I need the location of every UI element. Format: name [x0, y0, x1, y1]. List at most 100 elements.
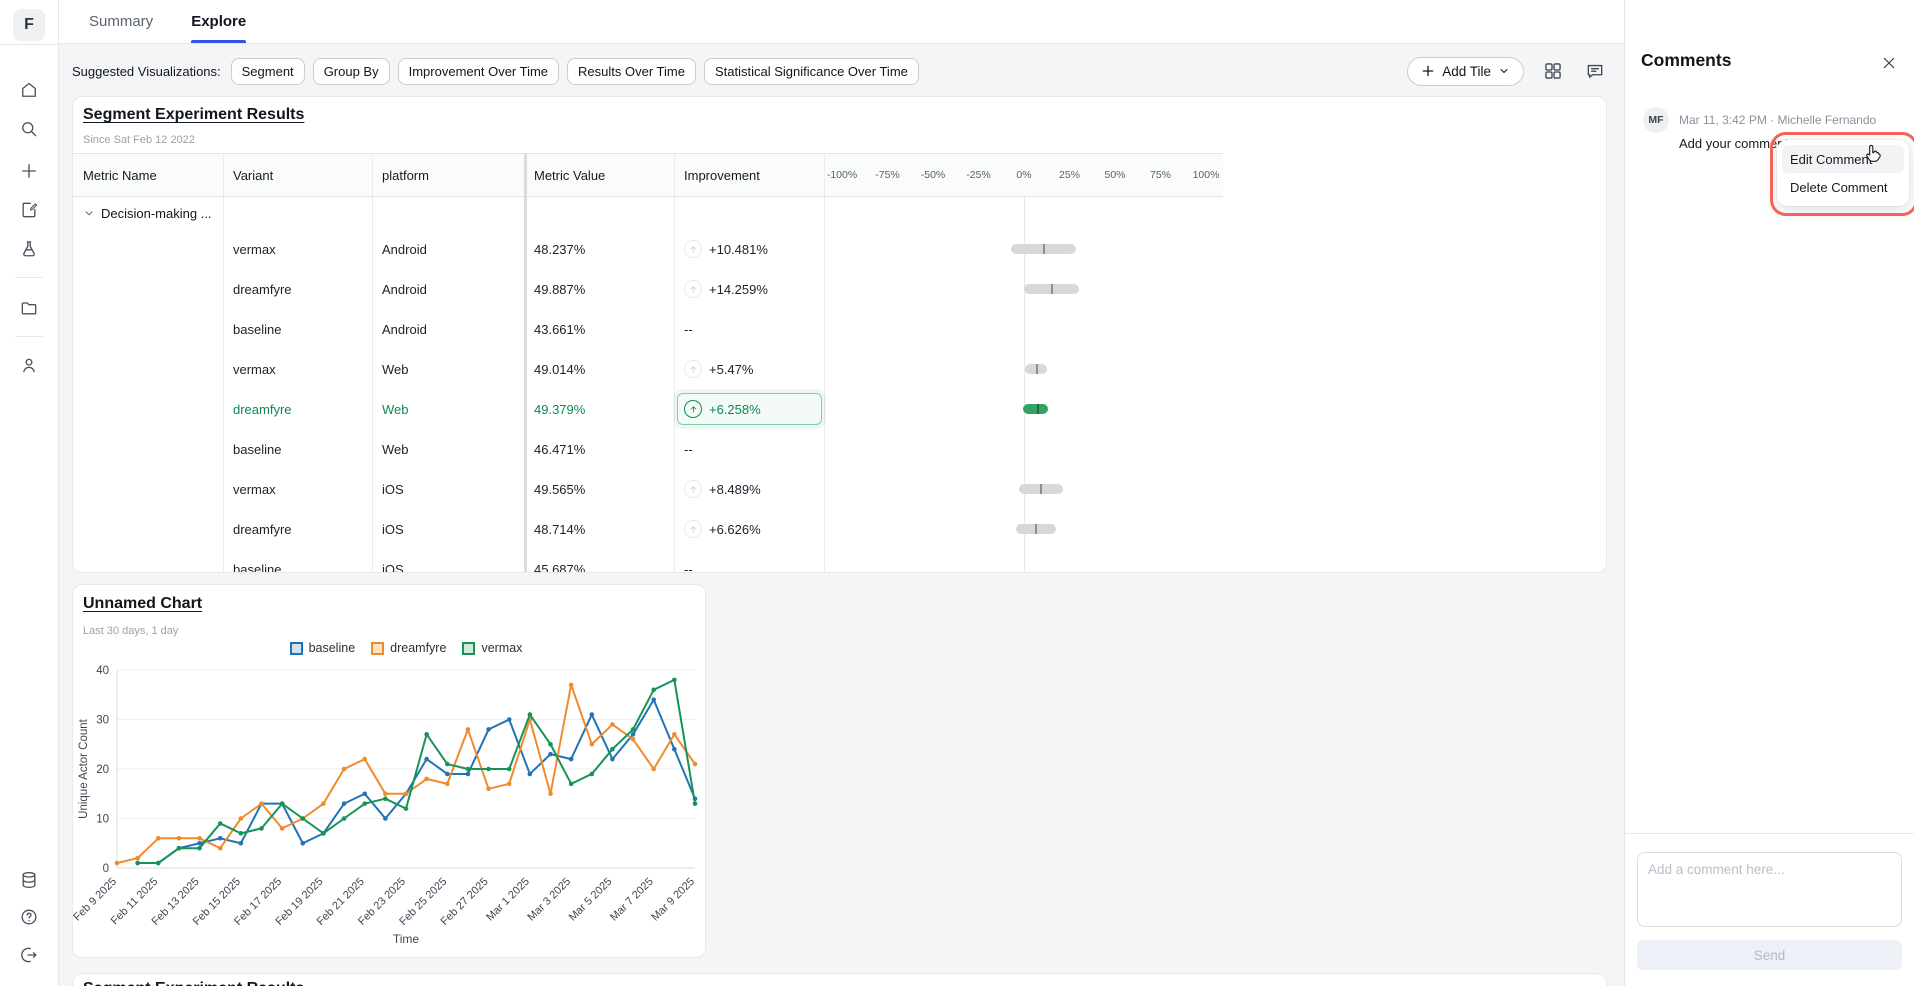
- column-header-variant[interactable]: Variant: [233, 153, 273, 197]
- table-row[interactable]: baselineiOS45.687%--: [73, 549, 1607, 573]
- data-point[interactable]: [156, 861, 161, 866]
- data-point[interactable]: [197, 846, 202, 851]
- table-row[interactable]: baselineAndroid43.661%--: [73, 309, 1607, 349]
- table-row[interactable]: vermaxAndroid48.237%+10.481%: [73, 229, 1607, 269]
- data-point[interactable]: [507, 782, 512, 787]
- menu-item-edit-comment[interactable]: Edit Comment: [1782, 145, 1904, 173]
- tab-summary[interactable]: Summary: [89, 0, 153, 43]
- data-point[interactable]: [239, 831, 244, 836]
- confidence-interval-bar[interactable]: [1011, 244, 1076, 254]
- table-row[interactable]: vermaxiOS49.565%+8.489%: [73, 469, 1607, 509]
- data-point[interactable]: [321, 831, 326, 836]
- sidebar-help-icon[interactable]: [11, 899, 47, 935]
- data-point[interactable]: [300, 816, 305, 821]
- close-comments-button[interactable]: [1878, 52, 1900, 74]
- data-point[interactable]: [651, 688, 656, 693]
- tile-title[interactable]: Segment Experiment Results: [83, 106, 304, 124]
- data-point[interactable]: [631, 737, 636, 742]
- data-point[interactable]: [466, 767, 471, 772]
- confidence-interval-bar[interactable]: [1025, 364, 1047, 374]
- data-point[interactable]: [548, 752, 553, 757]
- data-point[interactable]: [239, 816, 244, 821]
- data-point[interactable]: [651, 767, 656, 772]
- data-point[interactable]: [259, 801, 264, 806]
- data-point[interactable]: [135, 856, 140, 861]
- data-point[interactable]: [672, 732, 677, 737]
- table-row[interactable]: vermaxWeb49.014%+5.47%: [73, 349, 1607, 389]
- data-point[interactable]: [548, 791, 553, 796]
- data-point[interactable]: [280, 826, 285, 831]
- confidence-interval-bar[interactable]: [1019, 484, 1063, 494]
- data-point[interactable]: [548, 742, 553, 747]
- data-point[interactable]: [383, 816, 388, 821]
- data-point[interactable]: [507, 717, 512, 722]
- data-point[interactable]: [362, 757, 367, 762]
- series-line-vermax[interactable]: [138, 680, 695, 863]
- sidebar-person-icon[interactable]: [11, 347, 47, 383]
- data-point[interactable]: [383, 796, 388, 801]
- sidebar-plus-icon[interactable]: [11, 153, 47, 189]
- data-point[interactable]: [693, 762, 698, 767]
- data-point[interactable]: [280, 801, 285, 806]
- data-point[interactable]: [342, 801, 347, 806]
- series-line-dreamfyre[interactable]: [117, 685, 695, 863]
- data-point[interactable]: [115, 861, 120, 866]
- data-point[interactable]: [362, 801, 367, 806]
- data-point[interactable]: [424, 732, 429, 737]
- data-point[interactable]: [424, 777, 429, 782]
- data-point[interactable]: [507, 767, 512, 772]
- column-header-metric-name[interactable]: Metric Name: [83, 153, 157, 197]
- data-point[interactable]: [404, 791, 409, 796]
- sidebar-folder-icon[interactable]: [11, 290, 47, 326]
- data-point[interactable]: [218, 846, 223, 851]
- data-point[interactable]: [528, 712, 533, 717]
- sidebar-compose-icon[interactable]: [11, 192, 47, 228]
- column-header-metric-value[interactable]: Metric Value: [534, 153, 605, 197]
- data-point[interactable]: [486, 727, 491, 732]
- data-point[interactable]: [693, 801, 698, 806]
- suggestion-results-over-time[interactable]: Results Over Time: [567, 58, 696, 85]
- data-point[interactable]: [589, 772, 594, 777]
- data-point[interactable]: [569, 683, 574, 688]
- column-header-improvement[interactable]: Improvement: [684, 153, 760, 197]
- data-point[interactable]: [631, 732, 636, 737]
- data-point[interactable]: [218, 836, 223, 841]
- suggestion-group-by[interactable]: Group By: [313, 58, 390, 85]
- data-point[interactable]: [672, 747, 677, 752]
- menu-item-delete-comment[interactable]: Delete Comment: [1782, 173, 1904, 201]
- data-point[interactable]: [156, 836, 161, 841]
- confidence-interval-bar[interactable]: [1024, 284, 1079, 294]
- data-point[interactable]: [610, 757, 615, 762]
- data-point[interactable]: [342, 816, 347, 821]
- sidebar-database-icon[interactable]: [11, 862, 47, 898]
- data-point[interactable]: [177, 846, 182, 851]
- sidebar-logout-icon[interactable]: [11, 937, 47, 973]
- data-point[interactable]: [383, 791, 388, 796]
- suggestion-segment[interactable]: Segment: [231, 58, 305, 85]
- data-point[interactable]: [610, 747, 615, 752]
- suggestion-statistical-significance-over-time[interactable]: Statistical Significance Over Time: [704, 58, 919, 85]
- data-point[interactable]: [445, 782, 450, 787]
- data-point[interactable]: [321, 801, 326, 806]
- comment-input[interactable]: [1637, 852, 1902, 927]
- line-chart[interactable]: 010203040Unique Actor CountFeb 9 2025Feb…: [73, 585, 706, 958]
- data-point[interactable]: [135, 861, 140, 866]
- data-point[interactable]: [466, 772, 471, 777]
- data-point[interactable]: [218, 821, 223, 826]
- confidence-interval-bar[interactable]: [1016, 524, 1056, 534]
- data-point[interactable]: [631, 727, 636, 732]
- data-point[interactable]: [362, 791, 367, 796]
- data-point[interactable]: [466, 727, 471, 732]
- table-row[interactable]: dreamfyreiOS48.714%+6.626%: [73, 509, 1607, 549]
- data-point[interactable]: [569, 782, 574, 787]
- sidebar-experiment-icon[interactable]: [11, 231, 47, 267]
- confidence-interval-bar[interactable]: [1023, 404, 1048, 414]
- data-point[interactable]: [610, 722, 615, 727]
- tab-explore[interactable]: Explore: [191, 0, 246, 43]
- data-point[interactable]: [445, 762, 450, 767]
- grid-layout-button[interactable]: [1540, 58, 1566, 84]
- data-point[interactable]: [589, 742, 594, 747]
- table-row[interactable]: dreamfyreAndroid49.887%+14.259%: [73, 269, 1607, 309]
- data-point[interactable]: [651, 697, 656, 702]
- data-point[interactable]: [424, 757, 429, 762]
